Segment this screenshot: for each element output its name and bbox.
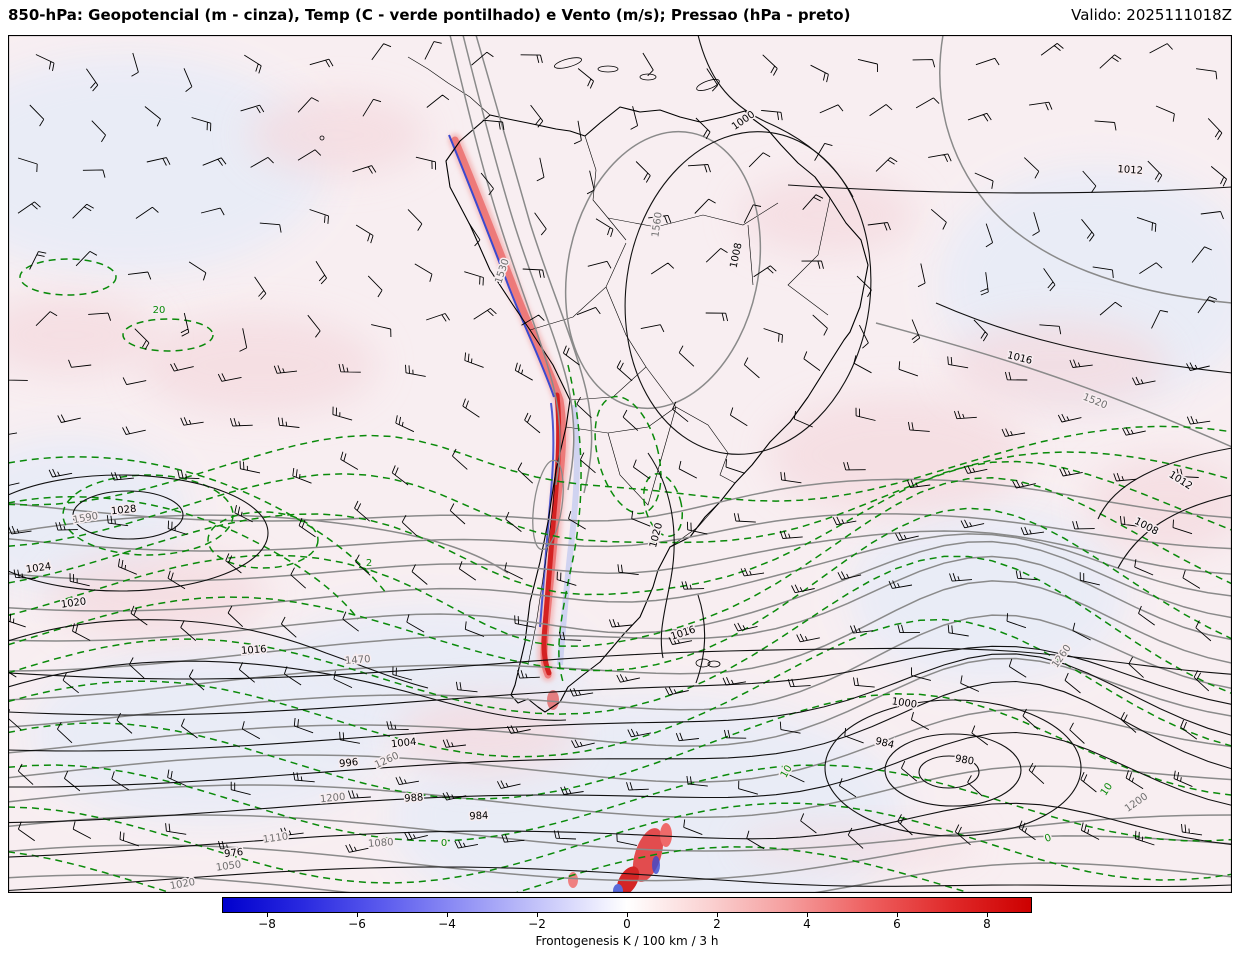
contour-label: 1110 [262, 831, 289, 845]
colorbar-tickmark [897, 913, 898, 917]
map-panel: 1530 1560 1590 1520 1470 1260 1260 1200 1200 1110… [8, 35, 1232, 893]
colorbar-tick-label: 8 [983, 917, 991, 931]
colorbar-tick-label: −4 [438, 917, 456, 931]
colorbar-tickmark [807, 913, 808, 917]
colorbar-tick-label: 0 [623, 917, 631, 931]
contour-label: 1024 [25, 561, 52, 575]
contour-label: 980 [954, 753, 975, 767]
contour-label: 1020 [169, 877, 196, 892]
contour-label: 20 [153, 305, 166, 316]
colorbar-tickmark [987, 913, 988, 917]
contour-label: 976 [224, 847, 244, 860]
wind-barbs [8, 41, 1228, 853]
contour-label: 1028 [111, 504, 137, 518]
contour-label: 988 [404, 792, 424, 804]
colorbar-tick-label: −6 [348, 917, 366, 931]
colorbar-tickmark [627, 913, 628, 917]
contour-label: 1080 [368, 837, 394, 850]
colorbar-tickmark [356, 913, 358, 917]
contour-label: 1000 [891, 696, 918, 710]
contour-label: 996 [339, 757, 359, 770]
contour-label: 984 [469, 811, 489, 823]
colorbar-tick-label: −8 [258, 917, 276, 931]
colorbar-label: Frontogenesis K / 100 km / 3 h [535, 934, 719, 948]
map-frame [8, 35, 1232, 893]
contour-label: 0 [441, 838, 447, 849]
temperature-contours [8, 258, 1232, 893]
colorbar-tickmark [267, 913, 268, 917]
valid-time-label: Valido: 2025111018Z [1071, 6, 1232, 24]
pressure-contours [8, 35, 1232, 892]
colorbar-tick-label: 2 [713, 917, 721, 931]
colorbar-tick-label: 6 [893, 917, 901, 931]
contour-label: 1050 [215, 859, 242, 873]
colorbar-tick-label: −2 [528, 917, 546, 931]
contour-label: 1016 [241, 644, 267, 657]
contour-label: 1004 [391, 737, 417, 751]
contour-label: 1470 [345, 654, 371, 667]
page-title: 850-hPa: Geopotencial (m - cinza), Temp … [8, 6, 851, 24]
background-shading [8, 55, 1232, 893]
colorbar-tickmark [537, 913, 538, 917]
colorbar-tick-label: 4 [803, 917, 811, 931]
colorbar-tickmarks [222, 913, 1032, 918]
contour-label: 1200 [320, 792, 346, 806]
contour-label: 1020 [60, 596, 87, 610]
colorbar-tickmark [447, 913, 448, 917]
contour-label: 1560 [650, 211, 664, 238]
colorbar-tickmark [717, 913, 718, 917]
contour-label: 2 [366, 558, 372, 569]
contour-label: 1012 [1117, 164, 1143, 177]
colorbar-ticks: −8 −6 −4 −2 0 2 4 6 8 [222, 917, 1032, 933]
colorbar-gradient [222, 897, 1032, 913]
